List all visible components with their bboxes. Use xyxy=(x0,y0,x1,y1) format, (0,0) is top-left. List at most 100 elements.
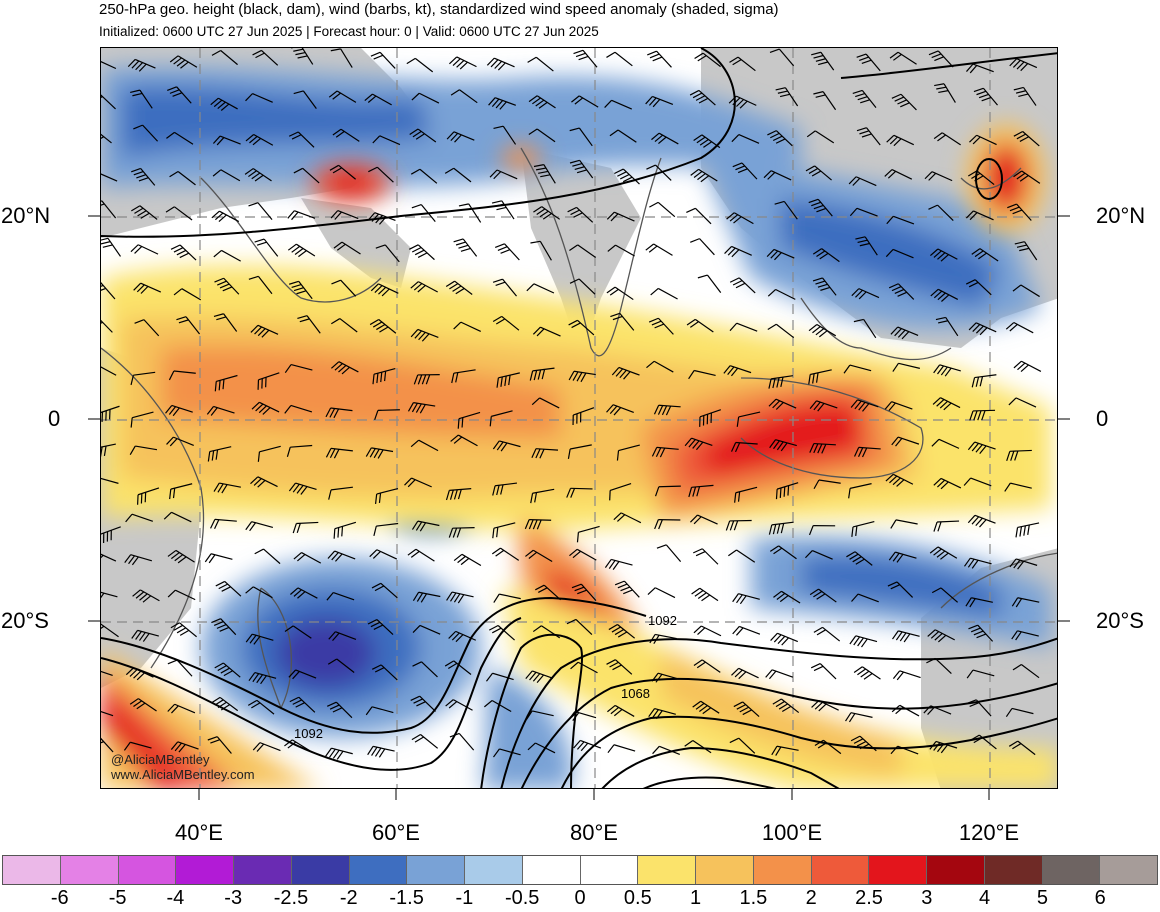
wind-barb xyxy=(933,477,962,490)
wind-barb xyxy=(130,411,154,428)
wind-barb xyxy=(649,201,676,218)
wind-barb xyxy=(973,87,998,106)
wind-barb xyxy=(765,669,794,680)
wind-barb xyxy=(1012,664,1040,679)
lat-label-0-right: 0 xyxy=(1096,406,1109,431)
wind-barb xyxy=(213,313,238,332)
wind-barb xyxy=(645,95,674,108)
wind-barb xyxy=(170,622,197,638)
colorbar-swatch xyxy=(349,856,408,884)
wind-barb xyxy=(604,99,633,110)
wind-barb xyxy=(853,318,877,339)
wind-barb xyxy=(101,710,114,717)
wind-barb xyxy=(814,739,842,755)
wind-barb xyxy=(1015,522,1040,538)
wind-barb xyxy=(689,89,716,106)
wind-barb xyxy=(763,170,792,181)
colorbar-label: -3 xyxy=(224,887,243,909)
wind-barb xyxy=(167,589,196,601)
colorbar-label: -2 xyxy=(339,887,358,909)
colorbar-label: 4 xyxy=(979,887,991,909)
wind-barb xyxy=(491,200,515,220)
wind-barb xyxy=(928,50,954,68)
lat-label-20s-left: 20°S xyxy=(1,608,49,633)
wind-barb xyxy=(289,696,316,713)
wind-barb xyxy=(297,315,321,334)
wind-barb xyxy=(212,135,241,146)
wind-barb xyxy=(809,442,836,454)
wind-barb xyxy=(287,243,316,258)
wind-barb xyxy=(284,404,313,414)
wind-barb xyxy=(723,365,752,377)
wind-barb xyxy=(252,49,279,66)
wind-barb xyxy=(101,200,117,219)
wind-barb xyxy=(367,619,394,636)
wind-barb xyxy=(488,97,516,110)
wind-barb xyxy=(1014,241,1038,261)
wind-barb xyxy=(694,52,721,68)
wind-barb xyxy=(648,317,674,335)
wind-barb xyxy=(726,212,754,225)
wind-barb xyxy=(804,550,833,560)
colorbar-label: -4 xyxy=(166,887,185,909)
wind-barb xyxy=(101,553,117,562)
wind-barb xyxy=(606,51,633,67)
wind-barb xyxy=(132,589,160,603)
wind-barb xyxy=(812,277,837,296)
wind-barb xyxy=(690,168,718,183)
wind-barb xyxy=(890,326,919,340)
wind-barb xyxy=(684,437,713,451)
wind-barb xyxy=(494,243,520,261)
wind-barb xyxy=(245,586,273,599)
wind-barb xyxy=(647,587,676,599)
wind-barb xyxy=(407,402,436,414)
wind-barb xyxy=(808,323,837,338)
wind-barb xyxy=(1013,360,1042,373)
wind-barb xyxy=(926,657,952,674)
wind-barb xyxy=(328,90,357,103)
wind-barb xyxy=(930,248,958,262)
wind-barb xyxy=(729,322,758,332)
wind-barb xyxy=(736,411,761,427)
contour-label-1068: 1068 xyxy=(621,686,650,701)
wind-barb xyxy=(137,487,160,505)
wind-barb xyxy=(533,206,561,220)
wind-barb xyxy=(647,50,672,68)
colorbar-label: 2 xyxy=(805,887,817,909)
wind-barb xyxy=(654,485,681,497)
wind-barb xyxy=(369,318,397,334)
wind-barb xyxy=(651,672,680,683)
wind-barb xyxy=(606,286,634,301)
wind-barb xyxy=(331,279,357,297)
wind-barb xyxy=(404,477,432,488)
wind-barb xyxy=(966,699,992,717)
wind-barb xyxy=(245,133,274,146)
wind-barb xyxy=(289,280,313,300)
wind-barb xyxy=(531,397,560,409)
wind-barb xyxy=(365,447,394,459)
wind-barb xyxy=(892,362,921,372)
wind-barb xyxy=(170,741,199,753)
wind-barb xyxy=(101,94,116,110)
lat-label-20n-left: 20°N xyxy=(1,203,51,228)
wind-barb xyxy=(489,169,518,180)
wind-barb xyxy=(131,167,156,186)
wind-barb xyxy=(888,551,917,563)
wind-barb xyxy=(374,487,399,505)
wind-barb xyxy=(967,170,995,186)
chart-title: 250-hPa geo. height (black, dam), wind (… xyxy=(99,1,779,18)
wind-barb xyxy=(330,318,358,333)
wind-barb xyxy=(491,547,520,561)
wind-barb xyxy=(531,448,559,459)
wind-barb xyxy=(891,436,920,447)
wind-barb xyxy=(1012,284,1040,298)
wind-barb xyxy=(486,57,515,71)
wind-barb xyxy=(965,597,993,608)
wind-barb xyxy=(845,712,873,723)
wind-barb xyxy=(528,128,556,143)
wind-barb xyxy=(372,367,396,385)
wind-barb xyxy=(614,580,640,598)
wind-barb xyxy=(247,699,275,715)
wind-barb xyxy=(525,670,554,683)
wind-barb xyxy=(686,207,712,225)
